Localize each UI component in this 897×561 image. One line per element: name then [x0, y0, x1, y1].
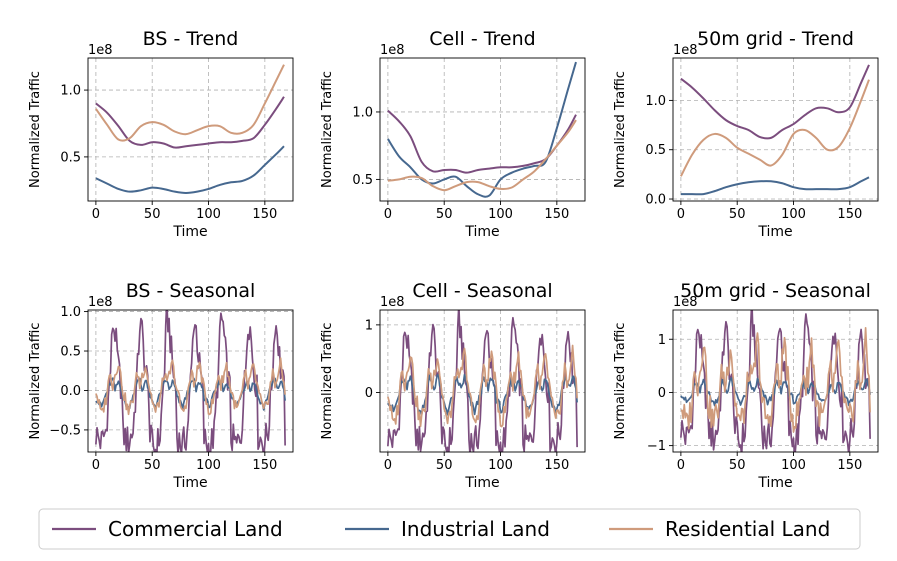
subplot-5: 0 50 100 150 0 1 1e8 Cell - Seasonal Time Normali…	[320, 280, 586, 491]
x-tick-label: 0	[92, 207, 100, 222]
subplot-title: 50m grid - Seasonal	[680, 280, 871, 302]
x-axis-label: Time	[757, 475, 792, 491]
y-tick-label: 1	[365, 318, 373, 333]
x-tick-label: 100	[196, 458, 221, 473]
y-tick-label: 0.5	[645, 143, 666, 158]
line-residential	[679, 79, 870, 177]
subplot-4: 0 50 100 150 −0.5 0.0 0.5 1.0 1e8 BS - Seasonal Ti…	[28, 280, 294, 491]
x-tick-label: 50	[436, 458, 453, 473]
y-tick-label: −1	[647, 439, 666, 454]
y-tick-label: 0.5	[60, 345, 81, 360]
line-residential	[387, 119, 577, 192]
y-tick-label: 1.0	[645, 94, 666, 109]
series-group	[680, 310, 871, 452]
offset-label: 1e8	[88, 43, 113, 58]
line-industrial	[680, 176, 870, 196]
y-axis-label: Normalized Traffic	[320, 71, 335, 188]
y-tick-label: 1	[658, 333, 666, 348]
legend-label-commercial: Commercial Land	[108, 517, 283, 541]
x-tick-label: 150	[544, 207, 569, 222]
x-tick-label: 50	[729, 458, 746, 473]
x-tick-label: 150	[544, 458, 569, 473]
legend-label-industrial: Industrial Land	[401, 517, 550, 541]
x-tick-label: 100	[781, 458, 806, 473]
subplot-title: Cell - Seasonal	[412, 280, 552, 302]
line-commercial	[95, 96, 285, 149]
line-commercial	[387, 109, 577, 174]
x-axis-label: Time	[172, 224, 207, 240]
subplot-title: 50m grid - Trend	[697, 28, 854, 50]
y-tick-label: −0.5	[49, 423, 81, 438]
offset-label: 1e8	[673, 295, 698, 310]
series-group	[387, 310, 578, 452]
subplot-title: Cell - Trend	[429, 28, 535, 50]
line-residential	[680, 327, 871, 433]
axes-frame	[379, 57, 586, 202]
y-tick-label: 0	[658, 386, 666, 401]
subplot-2: 0 50 100 150 0.5 1.0 1e8 Cell - Trend Time Normal…	[320, 28, 586, 240]
axes-frame	[672, 309, 879, 453]
x-axis-label: Time	[464, 224, 499, 240]
x-tick-label: 50	[729, 207, 746, 222]
line-residential	[387, 344, 578, 428]
x-tick-label: 0	[677, 207, 685, 222]
axes-frame	[379, 309, 586, 453]
subplot-1: 0 50 100 150 0.5 1.0 1e8 BS - Trend Time Normaliz…	[28, 28, 294, 240]
line-commercial	[680, 64, 870, 140]
x-axis-label: Time	[464, 475, 499, 491]
y-tick-label: 0.5	[352, 173, 373, 188]
offset-label: 1e8	[380, 43, 405, 58]
offset-label: 1e8	[88, 295, 113, 310]
subplot-title: BS - Trend	[143, 28, 239, 50]
x-tick-label: 0	[384, 207, 392, 222]
x-tick-label: 50	[144, 207, 161, 222]
legend-frame	[38, 508, 861, 550]
subplot-title: BS - Seasonal	[126, 280, 256, 302]
x-tick-label: 150	[837, 458, 862, 473]
x-tick-label: 0	[92, 458, 100, 473]
y-axis-label: Normalized Traffic	[28, 323, 43, 440]
x-tick-label: 100	[488, 458, 513, 473]
y-tick-label: 1.0	[60, 305, 81, 320]
x-tick-label: 0	[384, 458, 392, 473]
y-tick-label: 0.5	[60, 150, 81, 165]
axes-frame	[87, 57, 294, 202]
series-group	[95, 64, 285, 194]
offset-label: 1e8	[673, 43, 698, 58]
y-tick-label: 0.0	[645, 193, 666, 208]
x-tick-label: 100	[488, 207, 513, 222]
y-tick-label: 1.0	[60, 84, 81, 99]
line-industrial	[95, 145, 285, 194]
offset-label: 1e8	[380, 295, 405, 310]
line-residential	[95, 357, 286, 416]
x-tick-label: 50	[144, 458, 161, 473]
x-tick-label: 100	[781, 207, 806, 222]
y-axis-label: Normalized Traffic	[320, 323, 335, 440]
y-axis-label: Normalized Traffic	[613, 71, 628, 188]
x-axis-label: Time	[172, 475, 207, 491]
x-tick-label: 0	[677, 458, 685, 473]
y-axis-label: Normalized Traffic	[613, 323, 628, 440]
y-axis-label: Normalized Traffic	[28, 71, 43, 188]
series-group	[679, 64, 870, 196]
line-residential	[95, 64, 285, 142]
x-axis-label: Time	[757, 224, 792, 240]
legend: Commercial Land Industrial Land Residentia…	[38, 508, 861, 550]
x-tick-label: 150	[252, 207, 277, 222]
axes-frame	[87, 309, 294, 453]
y-tick-label: 0.0	[60, 384, 81, 399]
y-tick-label: 0	[365, 386, 373, 401]
x-tick-label: 150	[837, 207, 862, 222]
series-group	[387, 61, 577, 198]
x-tick-label: 150	[252, 458, 277, 473]
legend-label-residential: Residential Land	[665, 517, 830, 541]
series-group	[95, 310, 286, 452]
x-tick-label: 50	[436, 207, 453, 222]
y-tick-label: 1.0	[352, 105, 373, 120]
axes-frame	[672, 57, 879, 202]
x-tick-label: 100	[196, 207, 221, 222]
